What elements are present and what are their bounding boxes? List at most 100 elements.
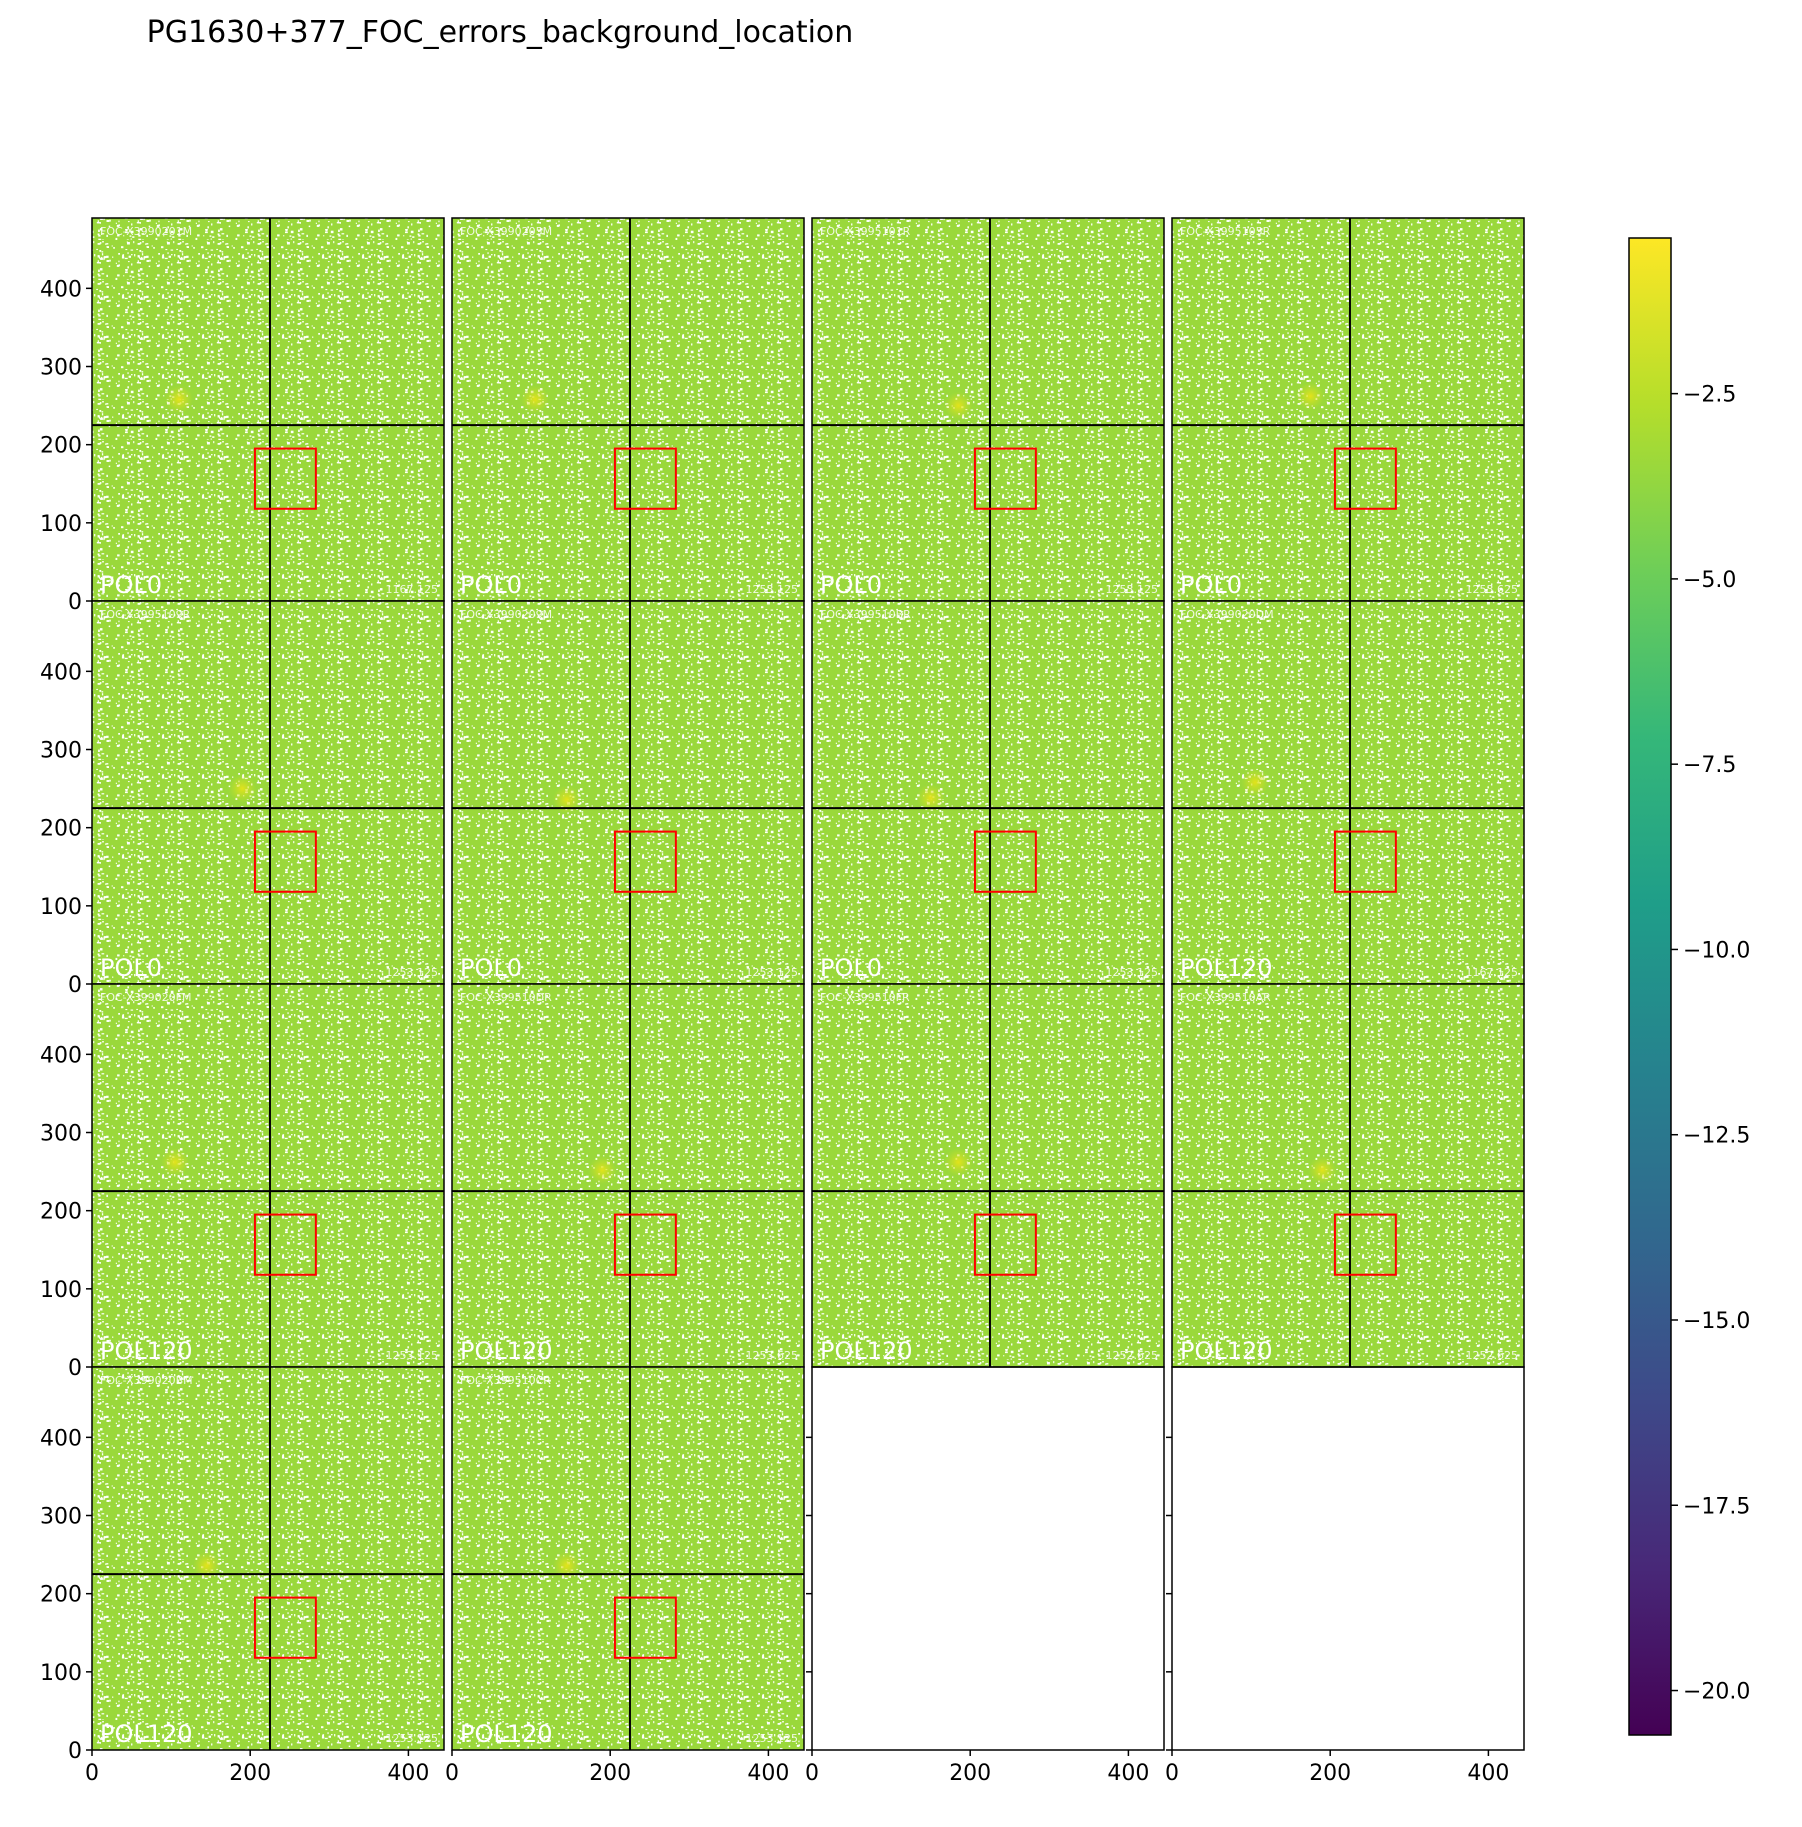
colorbar-gradient — [1628, 237, 1672, 1736]
background-box — [1333, 830, 1397, 893]
image-panel: FOC-X399510BR POL0 1253.125 — [811, 600, 1165, 985]
panel-rootname: FOC-X3990201M — [100, 225, 192, 238]
background-box — [253, 830, 317, 893]
panel-image — [1172, 984, 1524, 1367]
x-tick-label: 200 — [949, 1761, 991, 1786]
figure-title: PG1630+377_FOC_errors_background_locatio… — [147, 15, 854, 50]
source-blob — [1241, 768, 1270, 797]
image-panel: FOC-X3995109R POL0 1253.125 0 100 200 300 400 — [40, 600, 445, 998]
x-tick-label: 0 — [1165, 1761, 1179, 1786]
panel-exptime: 1253.625 — [1466, 583, 1519, 596]
y-tick-label: 200 — [40, 1200, 82, 1225]
y-tick-label: 400 — [40, 1043, 82, 1068]
image-panels-grid: FOC-X3990201M POL0 1167.125 0 100 200 300 400 FO… — [40, 217, 1525, 1786]
x-tick-label: 400 — [387, 1761, 429, 1786]
empty-panel: 0 200 400 — [805, 1366, 1165, 1786]
panel-exptime: 1167.125 — [386, 583, 439, 596]
x-tick-label: 0 — [805, 1761, 819, 1786]
colorbar-tick-label: −15.0 — [1683, 1309, 1750, 1334]
panel-exptime: 1167.125 — [1466, 966, 1519, 979]
image-panel: FOC-X399510CR POL120 1253.125 0 200 400 — [445, 1366, 805, 1786]
image-panel: FOC-X399510AR POL120 1252.625 — [1171, 983, 1525, 1368]
image-panel: FOC-X399510FR POL120 1252.625 — [811, 983, 1165, 1368]
source-blob — [521, 385, 550, 414]
source-blob — [552, 785, 581, 814]
colorbar-tick-label: −17.5 — [1683, 1494, 1750, 1519]
panel-image — [452, 218, 804, 601]
panel-image — [1172, 218, 1524, 601]
panel-image — [92, 218, 444, 601]
empty-panel: 0 200 400 — [1165, 1366, 1525, 1786]
y-tick-label: 400 — [40, 1426, 82, 1451]
x-tick-label: 0 — [445, 1761, 459, 1786]
y-tick-label: 300 — [40, 1505, 82, 1530]
panel-image — [812, 601, 1164, 984]
y-tick-label: 200 — [40, 1583, 82, 1608]
panel-exptime: 1253.125 — [386, 1732, 439, 1745]
panel-rootname: FOC-X3990205M — [460, 225, 552, 238]
x-tick-label: 400 — [747, 1761, 789, 1786]
background-box — [613, 830, 677, 893]
panel-exptime: 1253.125 — [386, 1349, 439, 1362]
panel-image — [812, 218, 1164, 601]
panel-frame — [451, 1366, 805, 1751]
panel-image — [92, 1367, 444, 1750]
panel-exptime: 1253.125 — [386, 966, 439, 979]
panel-exptime: 1253.625 — [746, 1349, 799, 1362]
panel-rootname: FOC-X3990209M — [460, 608, 552, 621]
panel-rootname: FOC-X3995109R — [100, 608, 191, 621]
panel-filter-label: POL0 — [460, 954, 522, 982]
panel-image — [812, 984, 1164, 1367]
panel-exptime: 1253.125 — [746, 583, 799, 596]
panel-frame — [1171, 1366, 1525, 1751]
image-panel: FOC-X3990209M POL0 1253.125 — [451, 600, 805, 985]
panel-image — [1172, 601, 1524, 984]
panel-exptime: 1253.125 — [746, 1732, 799, 1745]
source-blob — [192, 1551, 221, 1580]
background-box — [253, 1596, 317, 1659]
panel-filter-label: POL0 — [100, 954, 162, 982]
panel-rootname: FOC-X399020FM — [100, 991, 191, 1004]
background-box — [1333, 1213, 1397, 1276]
image-panel: FOC-X3990205M POL0 1253.125 — [451, 217, 805, 602]
panel-frame — [811, 1366, 1165, 1751]
panel-filter-label: POL120 — [1180, 1337, 1273, 1365]
y-tick-label: 300 — [40, 1122, 82, 1147]
y-tick-label: 200 — [40, 434, 82, 459]
y-tick-label: 100 — [40, 1661, 82, 1686]
image-panel: FOC-X399510DR POL120 1253.625 — [451, 983, 805, 1368]
panel-filter-label: POL0 — [1180, 571, 1242, 599]
colorbar-tick-label: −20.0 — [1683, 1680, 1750, 1705]
panel-rootname: FOC-X399020DM — [1180, 608, 1274, 621]
y-tick-label: 0 — [68, 1356, 82, 1381]
panel-filter-label: POL120 — [100, 1720, 193, 1748]
panel-filter-label: POL120 — [820, 1337, 913, 1365]
source-blob — [228, 774, 257, 803]
panel-filter-label: POL0 — [820, 571, 882, 599]
source-blob — [165, 385, 194, 414]
x-tick-label: 400 — [1107, 1761, 1149, 1786]
panel-image — [92, 984, 444, 1367]
background-box — [973, 1213, 1037, 1276]
image-panel: FOC-X399020BM POL120 1253.125 0 100 200 300 400… — [40, 1366, 445, 1786]
x-tick-label: 200 — [229, 1761, 271, 1786]
colorbar-tick-label: −10.0 — [1683, 938, 1750, 963]
y-tick-label: 100 — [40, 1278, 82, 1303]
panel-exptime: 1252.625 — [1466, 1349, 1519, 1362]
panel-exptime: 1253.125 — [746, 966, 799, 979]
panel-filter-label: POL120 — [460, 1337, 553, 1365]
background-box — [973, 830, 1037, 893]
y-tick-label: 400 — [40, 660, 82, 685]
image-panel: FOC-X399020DM POL120 1167.125 — [1171, 600, 1525, 985]
panel-image — [452, 984, 804, 1367]
source-blob — [161, 1148, 190, 1177]
image-panel: FOC-X3995101R POL0 1253.125 — [811, 217, 1165, 602]
panel-image — [452, 1367, 804, 1750]
background-box — [253, 1213, 317, 1276]
panel-image — [92, 601, 444, 984]
panel-exptime: 1253.125 — [1106, 583, 1159, 596]
panel-rootname: FOC-X399510FR — [820, 991, 910, 1004]
panel-exptime: 1252.625 — [1106, 1349, 1159, 1362]
panel-image — [452, 601, 804, 984]
